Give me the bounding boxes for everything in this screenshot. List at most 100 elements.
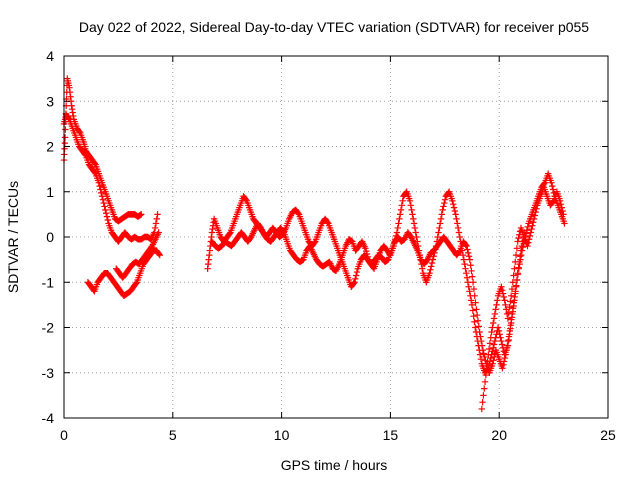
data-point: [498, 286, 506, 294]
data-point: [497, 334, 504, 341]
data-point: [427, 266, 434, 274]
data-point: [98, 193, 106, 200]
data-point: [152, 220, 160, 227]
data-point: [486, 340, 494, 347]
data-point: [101, 203, 108, 210]
data-point: [362, 247, 370, 255]
data-point: [558, 204, 565, 211]
data-point: [469, 273, 476, 280]
x-tick-label: 5: [169, 427, 177, 443]
series-arc-3: [84, 247, 163, 300]
data-point: [511, 265, 518, 272]
data-point: [102, 210, 110, 217]
data-point: [449, 197, 456, 204]
data-point: [476, 351, 484, 358]
data-point: [485, 351, 492, 358]
data-point: [394, 224, 401, 232]
data-point: [156, 251, 163, 259]
data-point: [352, 275, 359, 283]
data-point: [519, 243, 527, 251]
data-point: [242, 196, 250, 203]
data-point: [494, 297, 501, 304]
data-point: [469, 307, 477, 314]
data-point: [510, 299, 518, 306]
data-point: [510, 272, 517, 279]
data-point: [506, 327, 514, 335]
data-point: [459, 251, 467, 259]
data-point: [498, 283, 505, 290]
y-tick-label: -4: [42, 410, 55, 426]
data-point: [474, 317, 482, 324]
data-point: [492, 306, 499, 313]
data-point: [478, 405, 485, 413]
data-point: [475, 323, 482, 330]
data-point: [153, 215, 160, 223]
data-point: [472, 324, 479, 331]
data-point: [506, 303, 513, 311]
chart-title: Day 022 of 2022, Sidereal Day-to-day VTE…: [79, 19, 589, 35]
data-point: [501, 354, 509, 362]
data-point: [471, 318, 478, 326]
series-arc-6: [208, 170, 568, 376]
data-point: [411, 224, 419, 232]
data-point: [97, 186, 104, 193]
data-point: [491, 337, 499, 345]
data-point: [408, 206, 415, 214]
data-point: [504, 315, 512, 322]
data-point: [311, 239, 318, 246]
data-point: [503, 346, 510, 354]
data-point: [527, 229, 534, 236]
y-tick-label: 4: [46, 48, 54, 64]
data-point: [524, 223, 531, 231]
data-point: [473, 311, 481, 319]
data-point: [512, 258, 519, 266]
data-point: [465, 283, 472, 290]
data-point: [439, 206, 446, 214]
data-point: [65, 115, 72, 122]
series-arc-4: [113, 229, 162, 281]
data-point: [472, 299, 479, 306]
data-point: [516, 260, 523, 268]
data-point: [526, 232, 534, 240]
data-point: [104, 216, 111, 224]
data-point: [456, 233, 463, 241]
axes: 0 5 10 15 20 25 -4 -3 -2 -1 0 1 2 3 4: [42, 48, 616, 443]
y-tick-label: 2: [46, 139, 54, 155]
data-point: [398, 202, 406, 209]
data-point: [557, 200, 565, 208]
data-point: [515, 234, 522, 242]
data-point: [353, 268, 361, 276]
data-point: [465, 253, 473, 260]
series-arc-7: [478, 184, 567, 413]
data-point: [559, 207, 566, 215]
data-point: [479, 398, 486, 406]
data-point: [138, 211, 145, 218]
data-point: [561, 220, 568, 227]
data-point: [549, 198, 556, 206]
data-point: [466, 256, 474, 263]
data-point: [396, 215, 403, 223]
data-point: [441, 199, 448, 207]
data-point: [399, 197, 406, 204]
data-point: [454, 220, 461, 227]
data-point: [500, 293, 508, 301]
data-point: [528, 225, 535, 233]
y-axis-label: SDTVAR / TECUs: [5, 181, 21, 293]
data-point: [324, 219, 331, 226]
y-tick-label: -2: [42, 320, 55, 336]
data-point: [483, 365, 490, 372]
data-point: [410, 220, 418, 227]
data-point: [155, 250, 163, 258]
data-point: [511, 293, 518, 301]
data-point: [470, 312, 477, 320]
data-point: [489, 324, 496, 331]
data-point: [509, 279, 516, 286]
data-point: [505, 333, 513, 340]
data-point: [467, 297, 475, 304]
data-point: [517, 256, 524, 263]
data-point: [503, 310, 511, 318]
data-point: [396, 211, 404, 218]
data-point: [76, 128, 83, 135]
x-tick-label: 10: [274, 427, 290, 443]
